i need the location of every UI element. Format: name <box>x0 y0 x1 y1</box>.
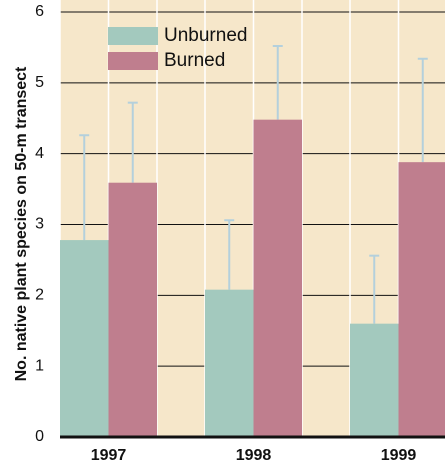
y-tick-label: 3 <box>35 216 44 233</box>
legend-label: Burned <box>164 50 225 71</box>
y-tick-label: 2 <box>35 287 44 304</box>
y-tick-label: 0 <box>35 428 44 445</box>
legend-swatch <box>108 27 158 45</box>
bar <box>253 119 302 438</box>
x-tick-label: 1999 <box>381 447 417 464</box>
bar <box>350 323 399 437</box>
y-tick-label: 6 <box>35 3 44 20</box>
y-tick-label: 1 <box>35 357 44 374</box>
legend-label: Unburned <box>164 25 247 46</box>
x-tick-label: 1998 <box>236 447 272 464</box>
x-tick-label: 1997 <box>91 447 127 464</box>
y-tick-label: 4 <box>35 145 44 162</box>
y-tick-label: 5 <box>35 74 44 91</box>
bar <box>398 162 445 437</box>
bar <box>108 182 157 437</box>
bar <box>205 289 254 437</box>
legend-swatch <box>108 52 158 70</box>
bar <box>60 240 109 437</box>
y-axis-label: No. native plant species on 50-m transec… <box>13 66 30 381</box>
